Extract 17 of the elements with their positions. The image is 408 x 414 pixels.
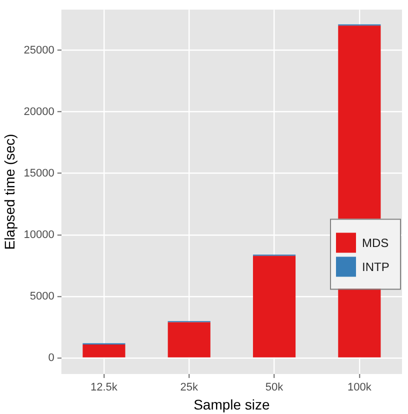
bar <box>168 322 210 358</box>
y-tick-label: 5000 <box>30 290 54 302</box>
y-tick-label: 25000 <box>24 44 54 56</box>
legend-label: MDS <box>362 236 389 250</box>
legend-label: INTP <box>362 260 390 274</box>
x-axis-title: Sample size <box>194 396 270 412</box>
y-tick-label: 20000 <box>24 106 54 118</box>
y-tick-label: 15000 <box>24 167 54 180</box>
x-tick-label: 100k <box>347 382 372 394</box>
y-axis-title: Elapsed time (sec) <box>1 134 18 250</box>
x-tick-label: 50k <box>265 382 284 394</box>
x-tick-label: 12.5k <box>90 382 118 394</box>
y-tick-label: 10000 <box>24 228 54 241</box>
x-tick-label: 25k <box>180 382 198 394</box>
y-tick-label: 0 <box>48 352 54 364</box>
bar <box>82 344 126 358</box>
bar <box>252 256 296 358</box>
